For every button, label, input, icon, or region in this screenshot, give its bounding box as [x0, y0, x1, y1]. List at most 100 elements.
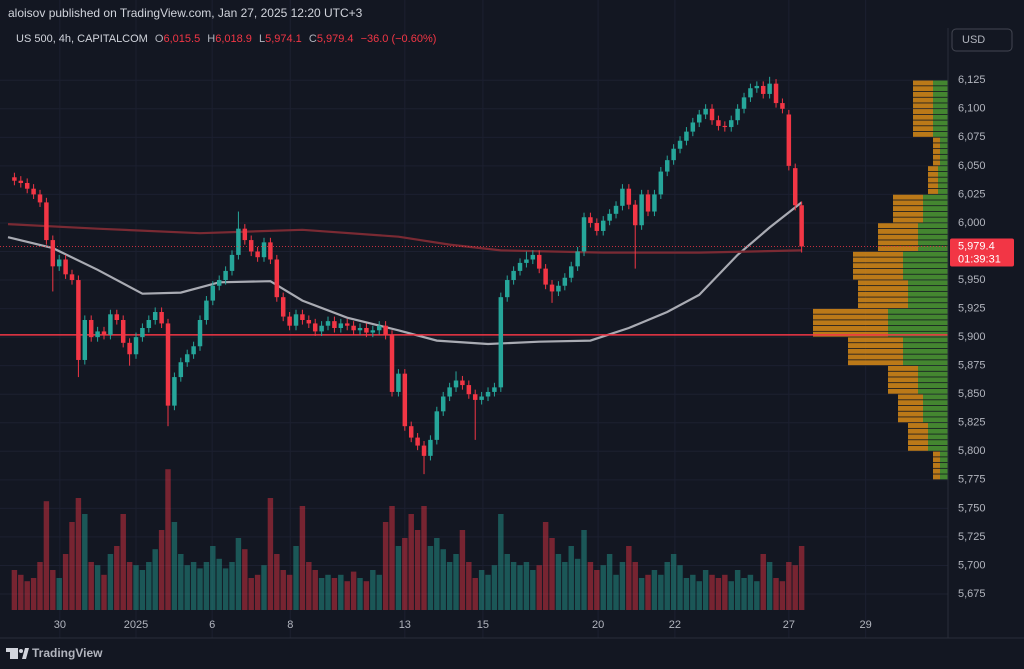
- candle-body: [677, 140, 683, 149]
- profile-up: [888, 314, 948, 320]
- profile-up: [938, 183, 948, 189]
- candle-body: [383, 325, 388, 335]
- y-tick-label: 5,875: [958, 360, 986, 372]
- candle-body: [748, 88, 753, 98]
- profile-up: [908, 280, 948, 286]
- profile-down: [858, 303, 908, 309]
- profile-up: [903, 274, 948, 280]
- profile-down: [888, 383, 918, 389]
- volume-bar: [606, 554, 613, 610]
- volume-bar: [453, 554, 459, 610]
- profile-up: [923, 200, 948, 206]
- candle-body: [312, 323, 318, 332]
- profile-down: [913, 120, 933, 126]
- volume-bar: [696, 581, 702, 610]
- currency[interactable]: USD: [962, 34, 985, 46]
- candle-body: [332, 321, 337, 328]
- candle-body: [159, 312, 164, 324]
- y-tick-label: 5,675: [958, 588, 986, 600]
- profile-down: [908, 445, 928, 451]
- profile-down: [913, 91, 933, 97]
- volume-bar: [466, 562, 472, 610]
- volume-bar: [715, 578, 722, 610]
- candle-body: [24, 182, 30, 189]
- volume-bar: [638, 578, 645, 610]
- candle-body: [709, 108, 715, 121]
- profile-down: [933, 457, 940, 463]
- profile-up: [938, 166, 948, 172]
- brand: TradingView: [32, 646, 103, 660]
- candle-body: [37, 194, 43, 203]
- profile-down: [913, 86, 933, 92]
- candle-body: [786, 114, 792, 166]
- candle-body: [741, 97, 747, 109]
- volume-bar: [235, 538, 242, 610]
- volume-bar: [50, 570, 56, 610]
- candle-body: [364, 327, 369, 333]
- volume-bar: [222, 568, 229, 610]
- volume-bar: [427, 546, 434, 610]
- volume-bar: [747, 574, 754, 610]
- profile-down: [848, 337, 903, 343]
- candle-body: [236, 228, 241, 255]
- volume-bar: [562, 562, 568, 610]
- profile-up: [928, 423, 948, 428]
- candle-body: [120, 320, 126, 343]
- candle-body: [56, 259, 62, 267]
- profile-up: [918, 377, 948, 383]
- volume-bar: [171, 522, 178, 610]
- profile-down: [858, 297, 908, 303]
- candle-body: [268, 242, 273, 260]
- candle-body: [191, 346, 196, 355]
- candle-body: [536, 254, 542, 269]
- x-tick-label: 6: [209, 619, 215, 631]
- volume-bar: [126, 562, 133, 610]
- profile-up: [940, 451, 948, 457]
- volume-bar: [18, 574, 24, 610]
- volume-bar: [581, 530, 587, 610]
- x-tick-label: 20: [592, 619, 604, 631]
- candle-body: [485, 391, 491, 397]
- y-tick-label: 5,900: [958, 331, 986, 343]
- candle-body: [344, 323, 350, 326]
- volume-bar: [414, 530, 421, 610]
- profile-down: [913, 126, 933, 132]
- volume-bar: [504, 554, 510, 610]
- profile-down: [858, 286, 908, 291]
- volume-bar: [395, 546, 402, 610]
- legend-key: H: [207, 33, 215, 45]
- volume-bar: [766, 562, 773, 610]
- volume-bar: [491, 565, 498, 610]
- candle-body: [479, 396, 484, 400]
- candle-body: [408, 426, 414, 438]
- volume-bar: [107, 554, 114, 610]
- volume-bar: [261, 565, 267, 610]
- profile-down: [813, 308, 888, 314]
- y-tick-label: 5,725: [958, 531, 986, 543]
- volume-bar: [325, 574, 331, 610]
- volume-bar: [203, 562, 210, 610]
- volume-bar: [165, 469, 171, 610]
- profile-up: [940, 154, 948, 160]
- volume-bar: [792, 565, 798, 610]
- candle-body: [95, 331, 100, 338]
- candle-body: [652, 194, 657, 212]
- profile-up: [908, 303, 948, 309]
- profile-up: [940, 468, 948, 474]
- profile-down: [913, 97, 933, 103]
- candle-body: [447, 387, 452, 397]
- candle-body: [453, 380, 459, 388]
- candle-body: [780, 103, 785, 109]
- volume-bar: [734, 570, 741, 610]
- candle-body: [760, 85, 766, 94]
- volume-bar: [274, 554, 280, 610]
- candle-body: [306, 320, 312, 324]
- candle-body: [626, 188, 632, 205]
- profile-up: [918, 240, 948, 246]
- volume-bar: [632, 562, 638, 610]
- candle-body: [664, 160, 670, 172]
- legend-value: 5,979.4: [317, 33, 354, 45]
- currency-button[interactable]: [951, 28, 1013, 52]
